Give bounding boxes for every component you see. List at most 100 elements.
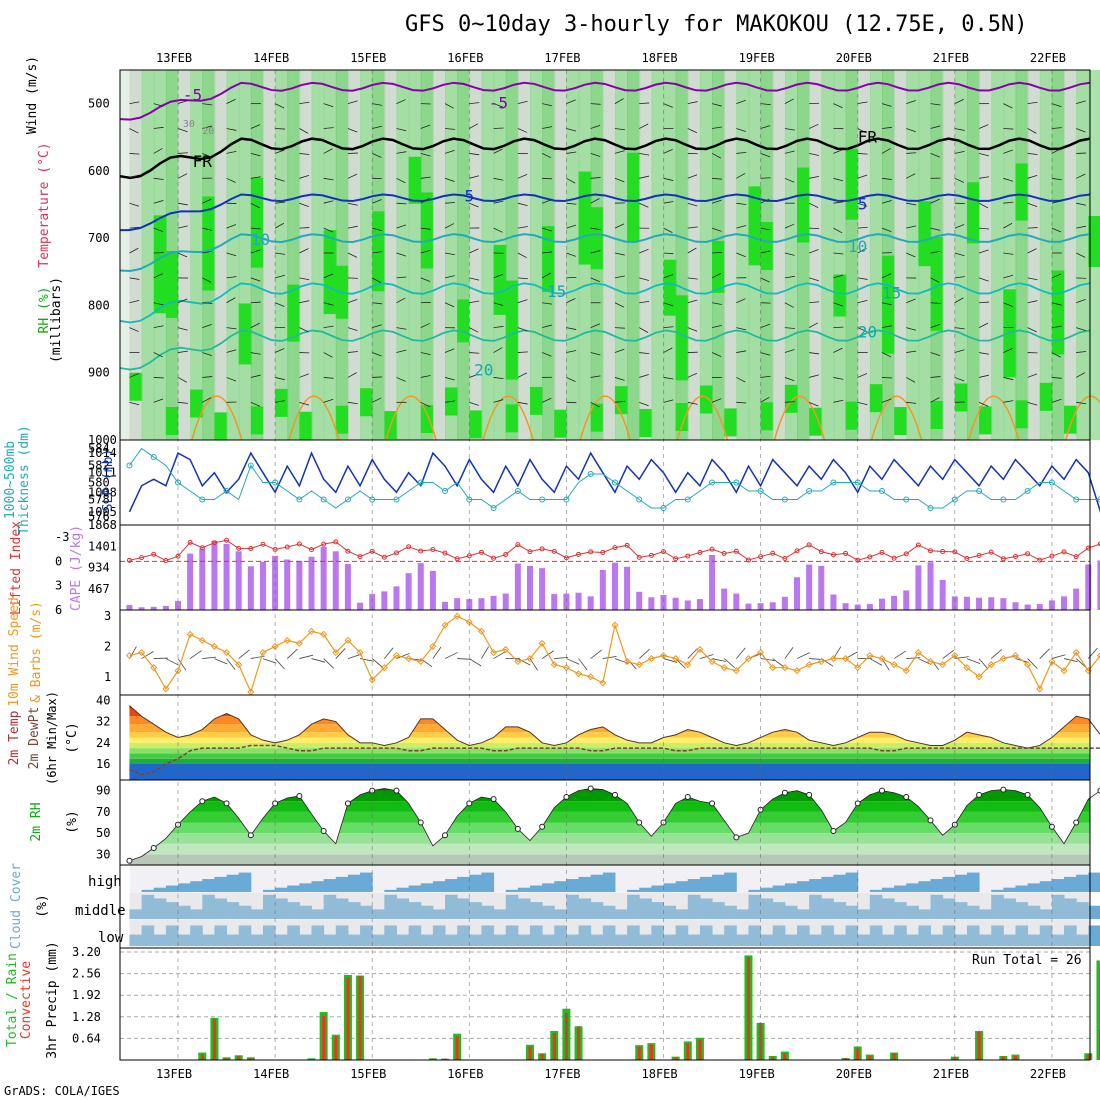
wind-barb	[493, 127, 504, 129]
rh-column	[821, 70, 835, 440]
wind-barb	[979, 227, 990, 230]
cape-bar	[951, 596, 958, 610]
wind-barb	[736, 225, 747, 229]
cloud-cover-bar	[857, 934, 871, 946]
cloud-cover-bar	[372, 909, 385, 919]
wind-barb-10m	[760, 658, 775, 661]
precip-convective-bar	[237, 1055, 241, 1060]
rh-column	[262, 70, 277, 440]
wind-barb	[323, 273, 334, 279]
rh-tick: 90	[96, 784, 110, 798]
wind-barb	[1051, 103, 1062, 108]
cape-bar	[393, 586, 400, 610]
cape-bar	[539, 568, 546, 610]
lifted-index-point	[442, 550, 448, 556]
wind-barb	[906, 100, 916, 105]
wind-barb	[1027, 401, 1038, 406]
rh-moist-band	[881, 255, 896, 354]
wind-barb	[323, 127, 334, 129]
wind-barb	[347, 351, 358, 353]
rh-moist-band	[372, 211, 386, 292]
cloud-cover-bar	[493, 909, 507, 919]
wind-barb	[833, 326, 844, 329]
wind-barb	[857, 277, 868, 280]
thickness-point	[223, 488, 230, 494]
wind-barb	[784, 150, 795, 154]
wind-barb	[177, 298, 188, 304]
cape-bar	[429, 570, 436, 610]
wind-barb	[906, 152, 917, 154]
wind-barb	[469, 123, 479, 129]
wind-barb	[250, 124, 261, 129]
temp-band	[129, 737, 1090, 743]
cloud-cover-bar	[287, 902, 300, 919]
cloud-cover-bar	[663, 883, 677, 892]
rh-column	[287, 70, 301, 440]
cape-bar	[636, 591, 643, 610]
cape-bar	[781, 596, 788, 610]
cape-bar	[1073, 588, 1080, 610]
cloud-cover-bar	[517, 934, 531, 946]
cloud-cover-bar	[529, 902, 543, 919]
cloud-cover-bar	[408, 885, 422, 892]
wind-barb	[687, 327, 698, 332]
wind-barb	[1003, 274, 1014, 279]
lifted-index-point	[187, 539, 193, 545]
cape-bar	[976, 597, 983, 610]
cloud-cover-bar	[554, 925, 567, 946]
wind-barb	[469, 175, 480, 179]
wind-barb	[954, 177, 965, 183]
wind-barb	[274, 177, 285, 182]
wind-barb	[857, 202, 868, 207]
rh-point	[1097, 787, 1100, 794]
wind-barb	[372, 324, 382, 329]
cloud-cover-bar	[699, 898, 713, 919]
wind-barb	[1051, 352, 1061, 358]
wind-barb	[274, 302, 285, 307]
precip-convective-bar	[552, 1033, 556, 1060]
precip-convective-bar	[746, 957, 750, 1060]
cloud-cover-bar	[165, 902, 179, 919]
cloud-cover-bar	[408, 902, 422, 919]
precip-convective-bar	[200, 1054, 204, 1060]
cloud-cover-bar	[554, 881, 567, 892]
rh-low-band	[1064, 405, 1078, 434]
wind-barb	[299, 401, 310, 406]
rh-column	[384, 70, 398, 440]
thickness-point	[927, 505, 934, 511]
cloud-cover-bar	[226, 934, 240, 946]
wind-speed-point	[162, 685, 170, 693]
cloud-cover-bar	[724, 925, 737, 946]
cloud-cover-bar	[590, 934, 604, 946]
axis-label-cape: CAPE (J/kg)	[69, 525, 84, 611]
wind-barb	[396, 99, 406, 105]
cloud-cover-bar	[966, 925, 980, 946]
lifted-index-point	[915, 542, 921, 548]
cloud-cover-bar	[809, 894, 822, 919]
wind-tick: 1	[104, 670, 111, 684]
wind-barb-10m	[578, 658, 588, 670]
wind-barb	[906, 401, 917, 404]
lifted-index-point	[163, 558, 169, 564]
cloud-cover-bar	[153, 934, 167, 946]
cloud-cover-bar	[493, 934, 507, 946]
rh-point	[126, 857, 133, 864]
wind-barb	[129, 299, 140, 304]
cloud-cover-bar	[481, 905, 495, 919]
wind-barb-10m	[359, 658, 374, 662]
cape-bar	[357, 602, 364, 610]
wind-barb	[347, 202, 358, 206]
wind-barb	[639, 327, 649, 333]
wind-barb	[1003, 149, 1013, 154]
cape-bar	[733, 593, 740, 610]
thickness-point	[393, 496, 400, 503]
wind-barb	[978, 124, 989, 129]
rh-moist-band	[323, 230, 337, 315]
wind-barb	[275, 128, 286, 130]
lifted-index-point	[454, 556, 460, 562]
precip-convective-bar	[334, 1036, 338, 1060]
wind-barb	[809, 153, 820, 156]
low-level-contour	[385, 395, 437, 441]
rh-point	[806, 791, 813, 798]
wind-barb	[736, 173, 746, 179]
